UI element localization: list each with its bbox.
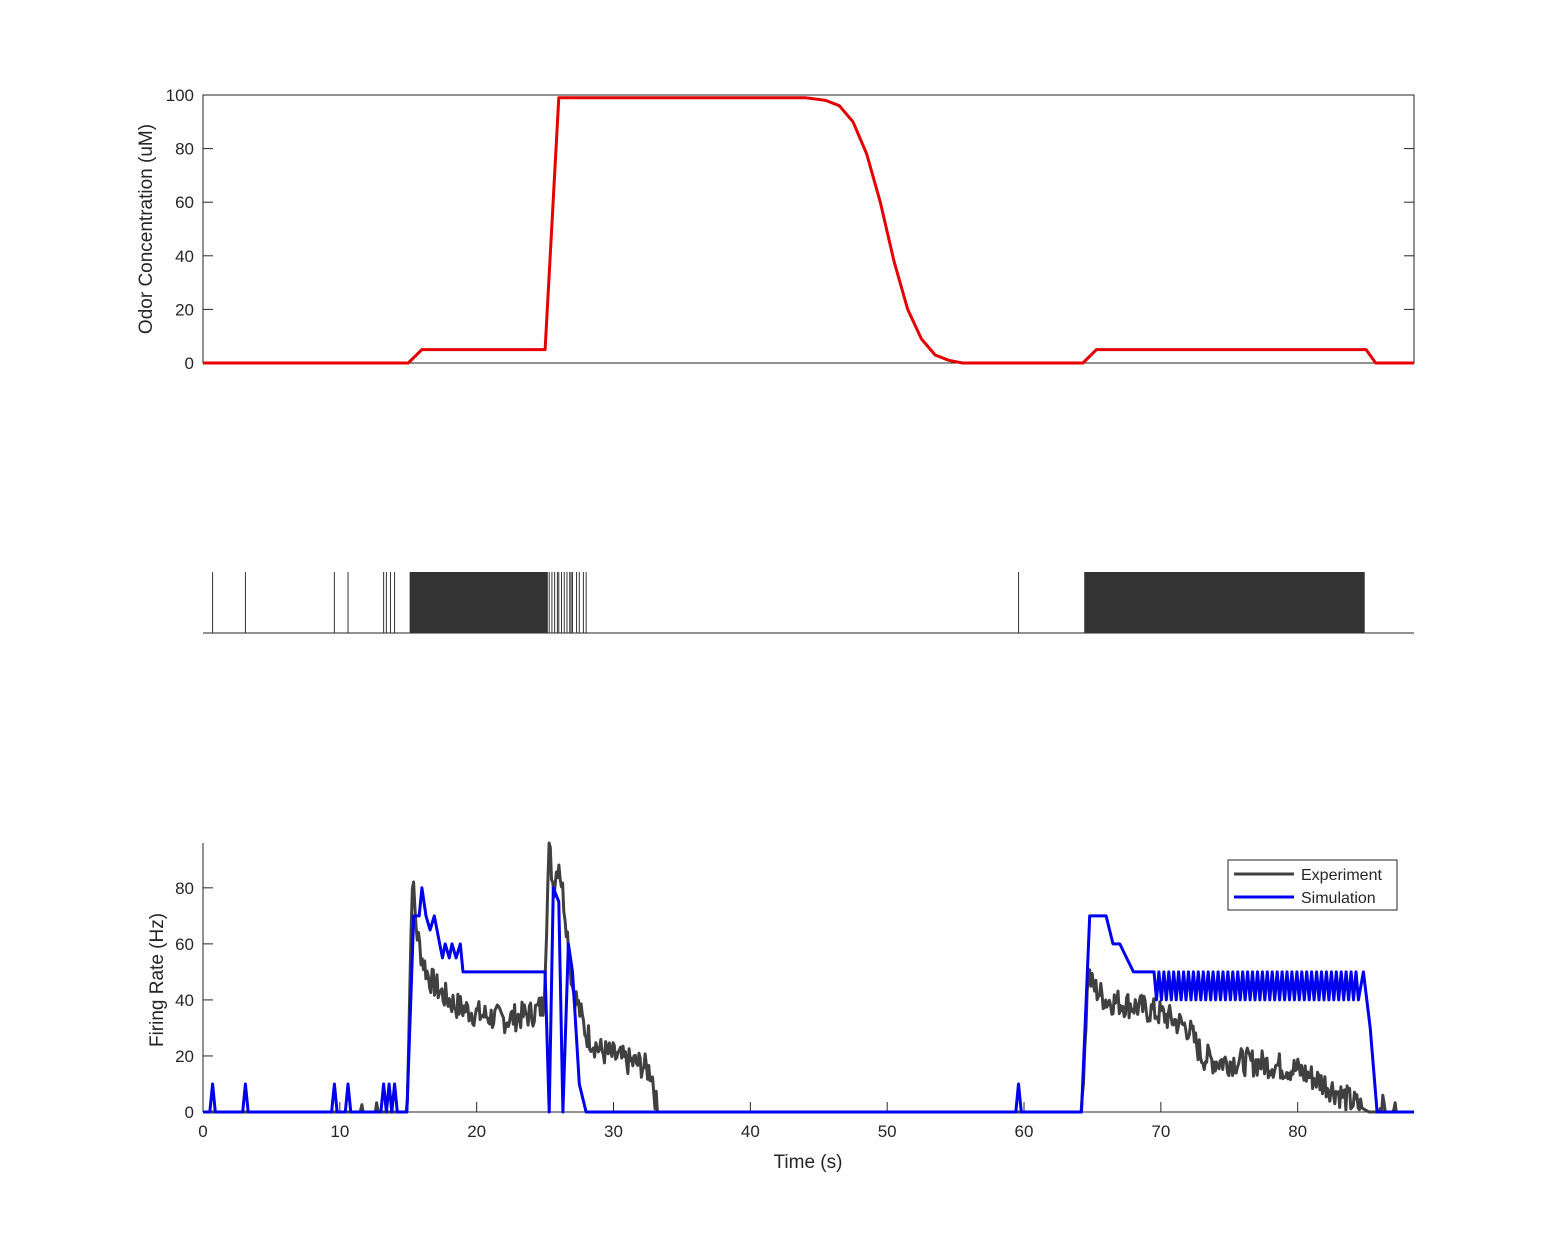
rate-x-tick-label: 60	[1015, 1122, 1034, 1141]
rate-x-tick-label: 30	[604, 1122, 623, 1141]
rate-x-tick-label: 80	[1288, 1122, 1307, 1141]
rate-x-tick-label: 40	[741, 1122, 760, 1141]
odor-y-tick-label: 20	[175, 300, 194, 319]
spike-burst-block	[1084, 572, 1365, 633]
odor-y-ticks: 0 20 40 60 80 100	[166, 86, 1414, 373]
rate-x-tick-label: 50	[878, 1122, 897, 1141]
odor-concentration-line	[203, 96, 1414, 365]
rate-y-tick-label: 80	[175, 879, 194, 898]
spike-raster-panel	[203, 572, 1414, 634]
odor-y-axis-label: Odor Concentration (uM)	[136, 124, 157, 334]
legend-label-experiment: Experiment	[1301, 867, 1382, 884]
rate-y-axis-label: Firing Rate (Hz)	[147, 913, 168, 1047]
firing-rate-panel: 0 10 20 30 40 50 60 70 80 0 20 40 60 80 Time (s) Firi…	[147, 841, 1414, 1173]
rate-y-tick-label: 40	[175, 991, 194, 1010]
raster-marks	[212, 572, 1365, 633]
spike-burst-block	[409, 572, 548, 633]
odor-y-tick-label: 80	[175, 140, 194, 159]
simulation-series-line	[203, 886, 1414, 1114]
odor-concentration-panel: 0 20 40 60 80 100 Odor Concentration (uM)	[136, 86, 1415, 373]
rate-x-axis-label: Time (s)	[774, 1152, 843, 1173]
rate-x-tick-label: 70	[1151, 1122, 1170, 1141]
rate-y-tick-label: 60	[175, 935, 194, 954]
odor-y-tick-label: 40	[175, 247, 194, 266]
odor-y-tick-label: 0	[185, 354, 194, 373]
odor-axes-box	[202, 94, 1415, 364]
rate-x-tick-label: 10	[330, 1122, 349, 1141]
legend: Experiment Simulation	[1227, 859, 1398, 911]
legend-label-simulation: Simulation	[1301, 890, 1376, 907]
rate-x-tick-label: 20	[467, 1122, 486, 1141]
rate-x-tick-label: 0	[198, 1122, 207, 1141]
legend-box	[1227, 859, 1398, 911]
odor-y-tick-label: 60	[175, 193, 194, 212]
odor-y-tick-label: 100	[166, 86, 194, 105]
rate-y-tick-label: 20	[175, 1047, 194, 1066]
rate-y-tick-label: 0	[185, 1103, 194, 1122]
rate-axis-ticks: 0 10 20 30 40 50 60 70 80 0 20 40 60 80	[175, 879, 1307, 1141]
